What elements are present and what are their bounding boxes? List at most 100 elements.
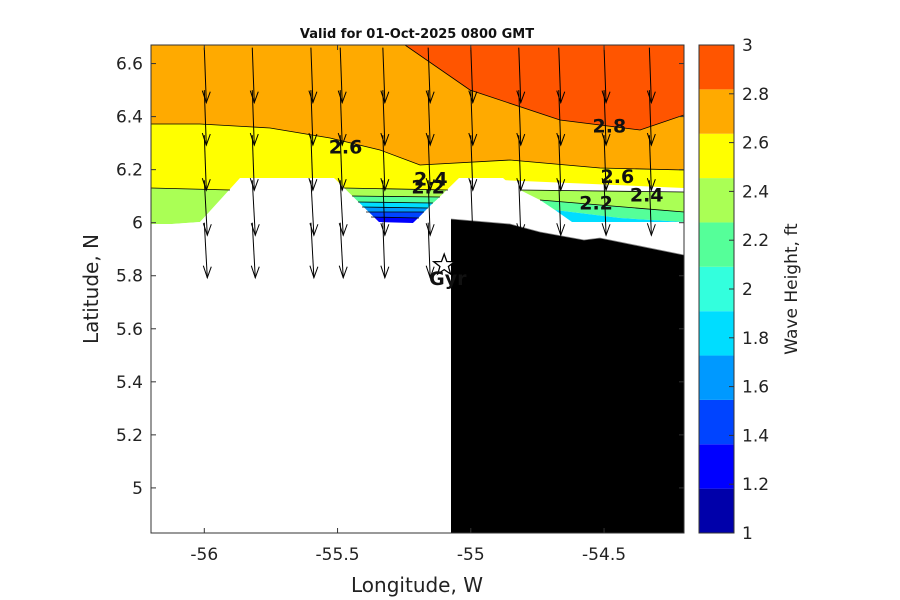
- land-mass: [451, 219, 684, 533]
- contour-label: 2.4: [630, 184, 664, 206]
- colorbar-segment: [699, 355, 734, 400]
- wave-arrow: [601, 47, 611, 105]
- x-tick-label: -55.5: [316, 545, 360, 565]
- wave-arrow: [516, 90, 526, 147]
- contour-label: 2.6: [601, 166, 635, 188]
- wave-arrow: [601, 135, 611, 192]
- wave-direction-arrows: [201, 47, 693, 280]
- colorbar-tick-label: 2.8: [742, 85, 769, 105]
- colorbar-tick-label: 2: [742, 280, 753, 300]
- colorbar-tick-label: 2.6: [742, 134, 769, 154]
- colorbar-segment: [699, 89, 734, 134]
- wave-arrow: [249, 47, 259, 105]
- colorbar-tick-label: 1: [742, 524, 753, 544]
- colorbar: 1 1.2 1.4 1.6 1.8 2 2.2 2.4 2.6 2.8 3: [698, 36, 769, 544]
- colorbar-segment: [699, 488, 734, 533]
- wave-arrow: [556, 47, 566, 105]
- wave-arrow: [201, 90, 211, 147]
- x-tick-label: -56: [190, 545, 218, 565]
- wave-arrow: [601, 90, 611, 147]
- wave-arrow: [425, 135, 435, 192]
- wave-arrow: [249, 90, 259, 147]
- wave-arrow: [309, 222, 319, 280]
- wave-arrow: [425, 90, 435, 147]
- wave-arrow: [646, 90, 656, 147]
- wave-arrow: [468, 90, 478, 147]
- y-tick-label: 5.2: [116, 426, 143, 446]
- contour-basin-2: [351, 195, 441, 198]
- wave-arrow: [556, 180, 566, 237]
- chart-title: Valid for 01-Oct-2025 0800 GMT: [300, 27, 534, 42]
- wave-arrow: [337, 90, 347, 147]
- wave-arrow: [516, 47, 526, 105]
- band-1.2-basin: [371, 217, 419, 223]
- band-1.8-basin: [358, 202, 433, 208]
- wave-arrow: [646, 47, 656, 105]
- y-tick-label: 6.2: [116, 161, 143, 181]
- contour-label: 2.2: [411, 177, 445, 199]
- band-2.4-2.6: [151, 124, 684, 188]
- wave-arrow: [202, 222, 212, 280]
- band-2.2-2.4-right: [520, 190, 684, 212]
- band-1.4-basin: [366, 212, 424, 218]
- coast-outline: [450, 218, 684, 256]
- y-axis-label: Latitude, N: [79, 234, 103, 344]
- colorbar-segment: [699, 311, 734, 356]
- colorbar-segment: [699, 133, 734, 179]
- y-tick-label: 5: [132, 479, 143, 499]
- contour-basin-4: [361, 206, 429, 209]
- wave-arrow: [308, 90, 318, 147]
- contour-label: 2.6: [329, 137, 363, 159]
- wave-arrow: [601, 180, 611, 237]
- wave-arrow: [468, 47, 478, 105]
- colorbar-segment: [699, 266, 734, 312]
- band-2.0-basin: [352, 196, 440, 203]
- wave-arrow: [468, 222, 478, 280]
- x-tick-label: -55: [457, 545, 485, 565]
- colorbar-label: Wave Height, ft: [782, 223, 802, 355]
- band-2.4-left-strip: [151, 178, 240, 190]
- station-star-icon: [431, 252, 457, 276]
- wave-arrow: [337, 47, 347, 105]
- wave-arrow: [338, 222, 348, 280]
- plot-frame: [150, 44, 685, 534]
- y-tick-label: 5.8: [116, 267, 143, 287]
- band-2.2-2.4-left: [151, 188, 230, 224]
- wave-arrow: [380, 222, 390, 280]
- colorbar-tick-label: 1.2: [742, 475, 769, 495]
- contour-basin-6: [370, 216, 420, 219]
- wave-arrow: [425, 222, 435, 280]
- y-tick-label: 5.4: [116, 373, 143, 393]
- y-axis-ticks: 5 5.2 5.4 5.6 5.8 6 6.2 6.4 6.6: [116, 55, 684, 499]
- colorbar-segment: [699, 45, 734, 90]
- wave-arrow: [516, 180, 526, 237]
- wave-arrow: [556, 135, 566, 192]
- y-tick-label: 6.6: [116, 55, 143, 75]
- y-tick-label: 6.4: [116, 108, 143, 128]
- contour-basin-3: [357, 201, 434, 204]
- contour-labels: 2.62.82.42.2 2.62.42.2: [329, 116, 664, 215]
- wave-arrow: [556, 90, 566, 147]
- wave-arrow: [337, 135, 347, 192]
- contour-2.4-left: [151, 187, 231, 191]
- wave-arrow: [250, 222, 260, 280]
- wave-arrow: [468, 135, 478, 192]
- wave-arrow: [468, 180, 478, 237]
- plot-area: 2.62.82.42.2 2.62.42.2 Gyr: [151, 45, 693, 533]
- colorbar-segment: [699, 444, 734, 489]
- colorbar-tick-label: 3: [742, 36, 753, 56]
- colorbar-tick-label: 1.6: [742, 378, 769, 398]
- x-tick-label: -54.5: [582, 545, 626, 565]
- colorbar-segment: [699, 399, 734, 445]
- y-tick-label: 5.6: [116, 320, 143, 340]
- wave-arrow: [685, 180, 693, 235]
- band-2.0-2.2-right: [540, 200, 684, 222]
- wave-arrow: [380, 135, 390, 192]
- station-marker: Gyr: [429, 252, 467, 290]
- wave-arrow: [249, 135, 259, 192]
- contour-2.4-right: [519, 189, 684, 193]
- wave-arrow: [201, 47, 211, 105]
- wave-arrow: [685, 135, 693, 190]
- wave-arrow: [685, 90, 693, 145]
